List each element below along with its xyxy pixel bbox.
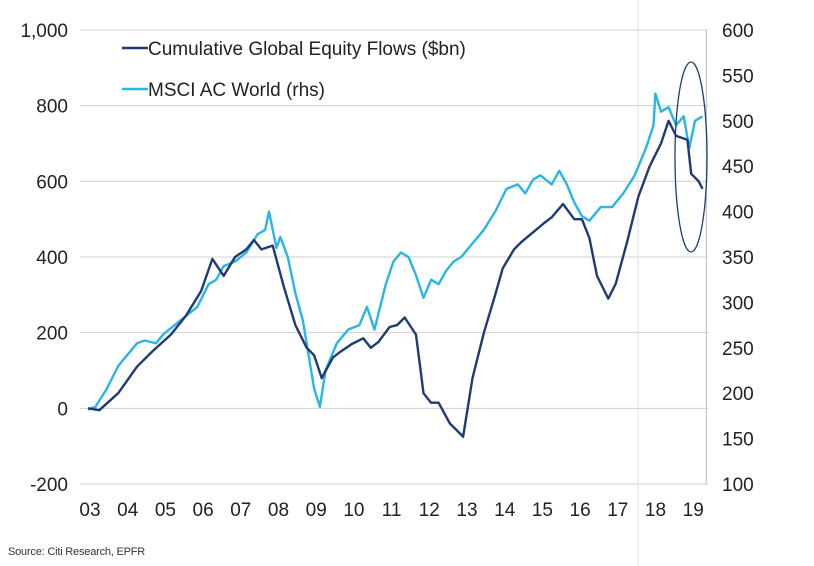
legend: Cumulative Global Equity Flows ($bn) MSCI… xyxy=(122,39,466,101)
x-tick-label: 12 xyxy=(419,500,440,521)
x-tick-label: 14 xyxy=(494,500,516,521)
source-note: Source: Citi Research, EPFR xyxy=(8,546,146,558)
x-tick-label: 16 xyxy=(570,500,591,521)
x-tick-label: 09 xyxy=(306,500,327,521)
series-line-msci xyxy=(87,92,704,411)
x-axis-ticks: 03 04 05 06 07 08 09 10 11 12 13 14 15 16 17 18 19 xyxy=(79,500,703,521)
right-tick-label: 350 xyxy=(722,248,754,269)
left-tick-label: 200 xyxy=(36,324,68,345)
right-axis-ticks: 600 550 500 450 400 350 300 250 200 150 100 xyxy=(722,21,754,496)
reference-lines xyxy=(637,0,707,566)
left-tick-label: 600 xyxy=(36,172,68,193)
right-tick-label: 550 xyxy=(722,66,754,87)
left-axis-ticks: 1,000 800 600 400 200 0 -200 xyxy=(20,21,68,496)
right-tick-label: 300 xyxy=(722,293,754,314)
highlight-ellipse xyxy=(674,61,708,253)
right-tick-label: 250 xyxy=(722,339,754,360)
left-tick-label: -200 xyxy=(30,475,68,496)
legend-label: MSCI AC World (rhs) xyxy=(148,80,325,101)
x-tick-label: 08 xyxy=(268,500,289,521)
right-tick-label: 450 xyxy=(722,157,754,178)
left-tick-label: 1,000 xyxy=(20,21,68,42)
gridlines xyxy=(80,29,708,485)
left-tick-label: 800 xyxy=(36,97,68,118)
x-tick-label: 04 xyxy=(117,500,139,521)
left-tick-label: 0 xyxy=(57,399,68,420)
right-tick-label: 150 xyxy=(722,430,754,451)
x-tick-label: 05 xyxy=(155,500,176,521)
x-tick-label: 15 xyxy=(532,500,553,521)
x-tick-label: 03 xyxy=(79,500,100,521)
x-tick-label: 06 xyxy=(193,500,214,521)
x-tick-label: 19 xyxy=(683,500,704,521)
x-tick-label: 17 xyxy=(607,500,628,521)
legend-label: Cumulative Global Equity Flows ($bn) xyxy=(148,39,466,60)
series-line-flows xyxy=(87,119,704,438)
right-tick-label: 200 xyxy=(722,384,754,405)
right-tick-label: 400 xyxy=(722,203,754,224)
right-tick-label: 500 xyxy=(722,112,754,133)
x-tick-label: 10 xyxy=(343,500,364,521)
right-tick-label: 100 xyxy=(722,475,754,496)
x-tick-label: 07 xyxy=(230,500,251,521)
x-tick-label: 13 xyxy=(456,500,477,521)
left-tick-label: 400 xyxy=(36,248,68,269)
series-lines xyxy=(87,92,704,438)
x-tick-label: 18 xyxy=(645,500,666,521)
right-tick-label: 600 xyxy=(722,21,754,42)
x-tick-label: 11 xyxy=(382,500,402,521)
